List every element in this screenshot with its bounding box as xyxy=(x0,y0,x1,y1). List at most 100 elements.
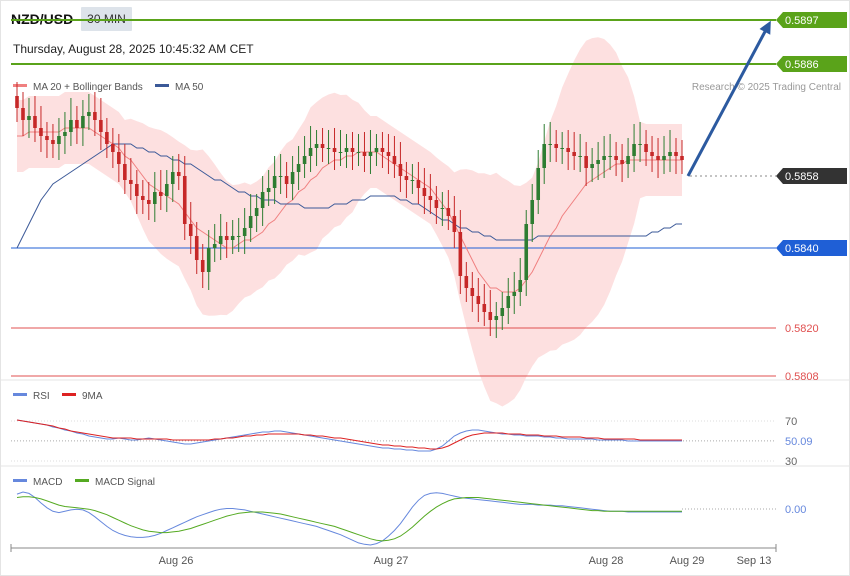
candle-body xyxy=(506,296,511,308)
candle-body xyxy=(596,160,600,164)
candle-body xyxy=(680,156,684,160)
forecast-arrow-head xyxy=(759,20,771,35)
macd-line xyxy=(16,491,682,546)
price-panel: 0.5897 0.5886 0.5858 0.5840 0.5820 0.5808 xyxy=(11,12,847,407)
candle-body xyxy=(218,236,223,244)
candle-body xyxy=(602,156,606,160)
candle-body xyxy=(230,236,235,240)
candle-body xyxy=(674,152,678,156)
candle-body xyxy=(63,132,67,136)
time-tick-label: Aug 26 xyxy=(159,555,194,567)
time-tick-label: Sep 13 xyxy=(737,555,772,567)
candle-body xyxy=(332,148,337,152)
candle-body xyxy=(87,112,91,116)
candle-body xyxy=(380,148,385,152)
ma50-legend-label: MA 50 xyxy=(175,82,204,93)
candle-body xyxy=(386,152,391,156)
candle-body xyxy=(620,160,624,164)
candle-body xyxy=(656,156,660,160)
price-level-badge-0.5897 xyxy=(776,12,847,28)
macd-signal-legend-label: MACD Signal xyxy=(95,477,155,488)
candle-body xyxy=(578,156,582,157)
candle-body xyxy=(248,216,253,228)
rsi-ma-line xyxy=(16,419,682,450)
candle-body xyxy=(200,260,205,272)
candle-body xyxy=(75,120,79,128)
price-level-label-0.5808: 0.5808 xyxy=(785,371,819,383)
candle-body xyxy=(170,172,175,184)
rsi-legend-swatch xyxy=(13,393,27,396)
candle-body xyxy=(392,156,397,164)
price-level-label-0.5840: 0.5840 xyxy=(785,243,819,255)
candle-body xyxy=(105,132,109,144)
candle-body xyxy=(434,200,439,208)
ma20-legend-swatch xyxy=(13,84,27,87)
candle-body xyxy=(164,184,169,196)
candle-body xyxy=(494,316,499,320)
candle-body xyxy=(51,140,55,144)
candle-body xyxy=(320,144,325,148)
candle-body xyxy=(362,152,367,156)
candle-body xyxy=(512,292,517,296)
candle-body xyxy=(530,200,535,224)
candle-body xyxy=(350,148,355,152)
time-tick-label: Aug 29 xyxy=(670,555,705,567)
candle-body xyxy=(236,236,241,237)
candle-body xyxy=(272,176,277,188)
candle-body xyxy=(608,156,612,157)
candle-body xyxy=(590,164,594,168)
candle-body xyxy=(81,116,85,128)
price-level-label-0.5858: 0.5858 xyxy=(785,171,819,183)
time-tick-label: Aug 28 xyxy=(589,555,624,567)
rsi-current-label: 50.09 xyxy=(785,436,813,448)
macd-signal-legend-swatch xyxy=(75,479,89,482)
candle-body xyxy=(296,164,301,172)
candle-body xyxy=(111,144,115,152)
candle-body xyxy=(152,192,157,204)
candle-body xyxy=(470,288,475,296)
candle-body xyxy=(668,152,672,156)
rsi-tick-label: 70 xyxy=(785,416,797,428)
candle-body xyxy=(129,180,133,184)
candle-body xyxy=(326,148,331,149)
candle-body xyxy=(206,248,211,272)
candle-body xyxy=(266,188,271,192)
rsi-tick-label: 30 xyxy=(785,456,797,468)
candle-body xyxy=(15,96,19,108)
candle-body xyxy=(356,152,361,153)
candle-body xyxy=(572,152,576,156)
candle-body xyxy=(284,176,289,184)
candle-body xyxy=(632,144,636,156)
candle-body xyxy=(69,120,73,132)
candle-body xyxy=(476,296,481,304)
candle-body xyxy=(188,224,193,236)
candle-body xyxy=(644,144,648,152)
forecast-arrow-shaft xyxy=(686,25,770,177)
candle-body xyxy=(39,128,43,136)
rsi-ma-legend-swatch xyxy=(62,393,76,396)
price-level-badge-0.5840 xyxy=(776,240,847,256)
candle-body xyxy=(614,156,618,160)
rsi-line xyxy=(16,419,682,452)
candle-body xyxy=(404,176,409,180)
candle-body xyxy=(242,228,247,236)
rsi-legend-label: RSI xyxy=(33,391,50,402)
candle-body xyxy=(554,144,558,148)
candle-body xyxy=(314,144,319,148)
candle-body xyxy=(464,276,469,288)
candle-body xyxy=(302,156,307,164)
candle-body xyxy=(440,208,445,209)
price-level-badge-0.5858 xyxy=(776,168,847,184)
candle-body xyxy=(626,156,630,164)
candle-body xyxy=(224,236,229,240)
macd-current-label: 0.00 xyxy=(785,504,806,516)
candle-body xyxy=(458,232,463,276)
candle-body xyxy=(254,208,259,216)
candle-body xyxy=(141,196,145,200)
candle-body xyxy=(57,136,61,144)
candle-body xyxy=(422,188,427,196)
ma50-line xyxy=(16,143,682,249)
price-level-label-0.5886: 0.5886 xyxy=(785,59,819,71)
macd-legend-swatch xyxy=(13,479,27,482)
